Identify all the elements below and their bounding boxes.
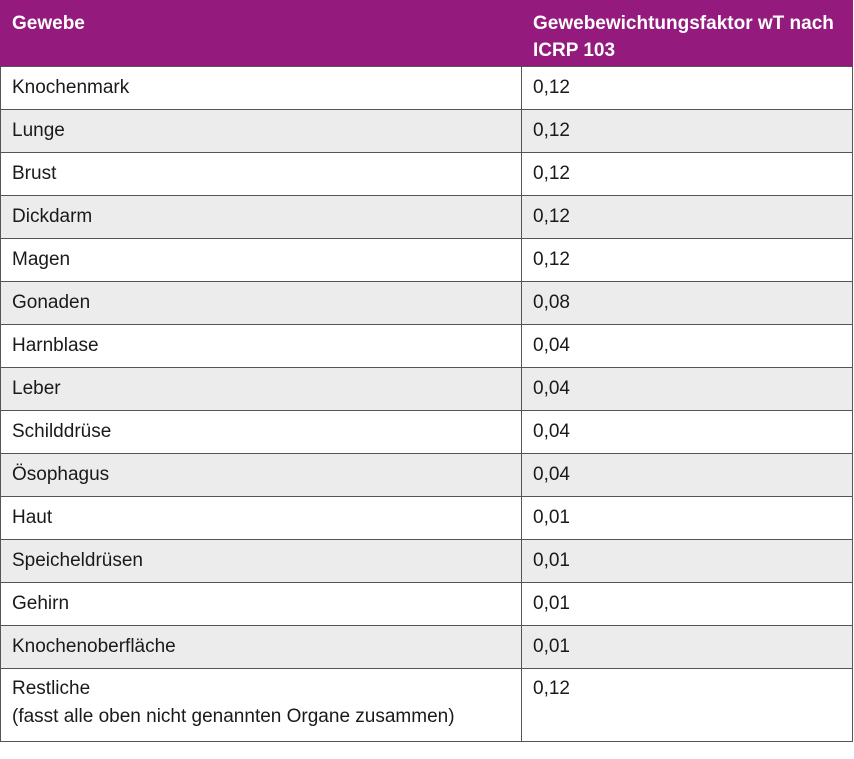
header-weighting-factor: Gewebewichtungsfaktor wT nach ICRP 103 (521, 0, 853, 66)
factor-cell: 0,04 (521, 323, 853, 368)
remainder-label: Restliche (12, 677, 91, 699)
tissue-cell: Brust (0, 151, 522, 196)
tissue-cell: Magen (0, 237, 522, 282)
factor-cell: 0,12 (521, 65, 853, 110)
table-row: Magen 0,12 (0, 237, 853, 282)
factor-cell: 0,04 (521, 452, 853, 497)
factor-cell: 0,01 (521, 495, 853, 540)
table-row: Ösophagus 0,04 (0, 452, 853, 497)
table-row: Schilddrüse 0,04 (0, 409, 853, 454)
tissue-cell: Knochenoberfläche (0, 624, 522, 669)
tissue-cell: Haut (0, 495, 522, 540)
table-row: Leber 0,04 (0, 366, 853, 411)
table-row: Brust 0,12 (0, 151, 853, 196)
table-row: Gonaden 0,08 (0, 280, 853, 325)
tissue-cell: Ösophagus (0, 452, 522, 497)
table-row: Lunge 0,12 (0, 108, 853, 153)
factor-cell: 0,08 (521, 280, 853, 325)
tissue-cell: Gonaden (0, 280, 522, 325)
tissue-weighting-table: Gewebe Gewebewichtungsfaktor wT nach ICR… (0, 0, 853, 742)
factor-cell: 0,12 (521, 151, 853, 196)
tissue-cell: Schilddrüse (0, 409, 522, 454)
tissue-cell-remainder: Restliche (fasst alle oben nicht genannt… (0, 667, 522, 742)
table-row-remainder: Restliche (fasst alle oben nicht genannt… (0, 667, 853, 742)
factor-cell: 0,04 (521, 366, 853, 411)
factor-cell-remainder: 0,12 (521, 667, 853, 742)
factor-cell: 0,01 (521, 624, 853, 669)
tissue-cell: Speicheldrüsen (0, 538, 522, 583)
table-row: Knochenoberfläche 0,01 (0, 624, 853, 669)
factor-cell: 0,12 (521, 194, 853, 239)
table-row: Haut 0,01 (0, 495, 853, 540)
tissue-cell: Knochenmark (0, 65, 522, 110)
tissue-cell: Lunge (0, 108, 522, 153)
header-tissue: Gewebe (0, 0, 522, 66)
factor-cell: 0,01 (521, 538, 853, 583)
table-row: Harnblase 0,04 (0, 323, 853, 368)
tissue-cell: Gehirn (0, 581, 522, 626)
tissue-cell: Dickdarm (0, 194, 522, 239)
table-row: Gehirn 0,01 (0, 581, 853, 626)
table-row: Speicheldrüsen 0,01 (0, 538, 853, 583)
tissue-cell: Harnblase (0, 323, 522, 368)
header-row: Gewebe Gewebewichtungsfaktor wT nach ICR… (0, 0, 853, 66)
tissue-cell: Leber (0, 366, 522, 411)
factor-cell: 0,12 (521, 108, 853, 153)
factor-cell: 0,04 (521, 409, 853, 454)
table-row: Dickdarm 0,12 (0, 194, 853, 239)
factor-cell: 0,12 (521, 237, 853, 282)
table-row: Knochenmark 0,12 (0, 65, 853, 110)
factor-cell: 0,01 (521, 581, 853, 626)
remainder-note: (fasst alle oben nicht genannten Organe … (12, 705, 455, 727)
